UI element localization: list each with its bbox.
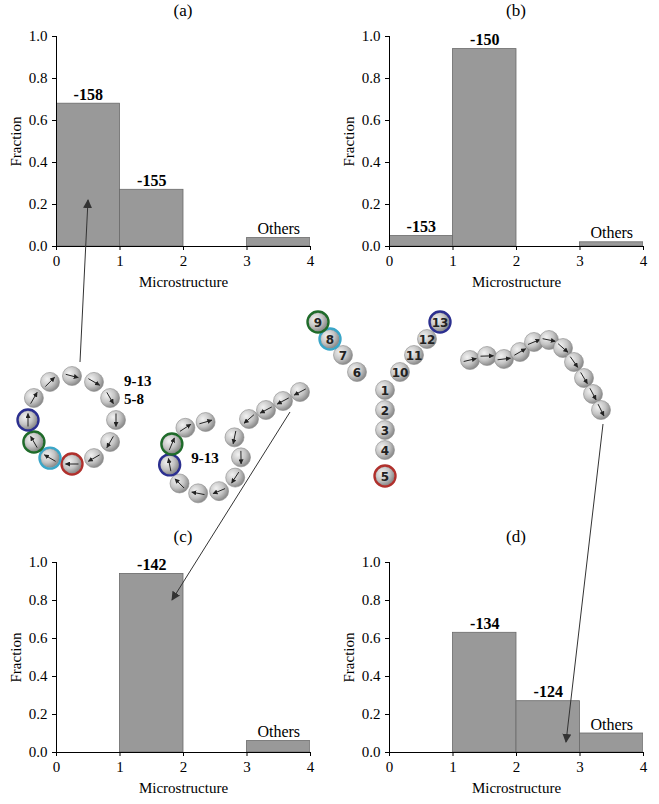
- svg-text:0.4: 0.4: [362, 668, 381, 684]
- svg-text:2: 2: [513, 759, 521, 775]
- svg-text:2: 2: [180, 759, 188, 775]
- svg-text:2: 2: [180, 253, 188, 269]
- svg-text:Others: Others: [257, 220, 300, 237]
- svg-text:Fraction: Fraction: [341, 116, 357, 166]
- svg-text:Microstructure: Microstructure: [472, 274, 561, 290]
- svg-text:1: 1: [381, 384, 389, 398]
- svg-text:0.6: 0.6: [362, 630, 381, 646]
- svg-text:0.0: 0.0: [362, 744, 381, 760]
- svg-text:0.6: 0.6: [362, 112, 381, 128]
- svg-text:1: 1: [116, 253, 124, 269]
- svg-text:4: 4: [640, 759, 648, 775]
- svg-text:0.4: 0.4: [362, 154, 381, 170]
- svg-text:0: 0: [53, 759, 61, 775]
- svg-text:0.4: 0.4: [29, 154, 48, 170]
- svg-text:7: 7: [339, 349, 347, 363]
- svg-text:8: 8: [326, 333, 334, 347]
- svg-text:0: 0: [53, 253, 61, 269]
- svg-text:2: 2: [513, 253, 521, 269]
- svg-text:-124: -124: [534, 683, 563, 700]
- svg-text:0.8: 0.8: [29, 70, 48, 86]
- html-text:(d): (d): [506, 527, 526, 546]
- svg-text:Fraction: Fraction: [341, 632, 357, 682]
- svg-text:Microstructure: Microstructure: [472, 780, 561, 796]
- svg-text:Microstructure: Microstructure: [139, 780, 228, 796]
- svg-text:1: 1: [449, 759, 457, 775]
- svg-text:0: 0: [386, 759, 394, 775]
- svg-text:1.0: 1.0: [362, 554, 381, 570]
- svg-text:0.8: 0.8: [29, 592, 48, 608]
- svg-text:3: 3: [243, 759, 251, 775]
- svg-text:1.0: 1.0: [29, 554, 48, 570]
- svg-text:12: 12: [419, 333, 436, 347]
- svg-text:-153: -153: [407, 218, 436, 235]
- svg-text:0.6: 0.6: [29, 112, 48, 128]
- svg-text:0.6: 0.6: [29, 630, 48, 646]
- svg-text:0: 0: [386, 253, 394, 269]
- svg-text:11: 11: [406, 349, 423, 363]
- svg-text:Microstructure: Microstructure: [139, 274, 228, 290]
- svg-text:-158: -158: [74, 86, 103, 103]
- svg-text:9-13: 9-13: [191, 450, 219, 466]
- svg-text:3: 3: [576, 759, 584, 775]
- svg-text:2: 2: [381, 404, 389, 418]
- svg-text:Fraction: Fraction: [8, 632, 24, 682]
- html-text:(a): (a): [173, 1, 193, 20]
- svg-text:-134: -134: [470, 615, 499, 632]
- svg-text:0.0: 0.0: [29, 238, 48, 254]
- svg-text:1.0: 1.0: [29, 28, 48, 44]
- svg-text:1.0: 1.0: [362, 28, 381, 44]
- svg-text:Others: Others: [257, 723, 300, 740]
- svg-text:10: 10: [392, 366, 409, 380]
- svg-text:0.8: 0.8: [362, 70, 381, 86]
- svg-text:4: 4: [307, 253, 315, 269]
- svg-text:0.2: 0.2: [362, 196, 381, 212]
- svg-text:Fraction: Fraction: [8, 116, 24, 166]
- svg-text:1: 1: [116, 759, 124, 775]
- svg-text:4: 4: [381, 444, 389, 458]
- svg-text:0.2: 0.2: [29, 196, 48, 212]
- svg-text:13: 13: [432, 316, 449, 330]
- svg-text:0.0: 0.0: [362, 238, 381, 254]
- svg-text:-142: -142: [137, 556, 166, 573]
- svg-text:4: 4: [307, 759, 315, 775]
- svg-text:3: 3: [576, 253, 584, 269]
- svg-text:-155: -155: [137, 172, 166, 189]
- svg-text:Others: Others: [590, 716, 633, 733]
- svg-text:9: 9: [314, 316, 322, 330]
- svg-text:0.2: 0.2: [362, 706, 381, 722]
- svg-text:5-8: 5-8: [124, 391, 144, 407]
- svg-text:9-13: 9-13: [124, 373, 152, 389]
- svg-text:0.4: 0.4: [29, 668, 48, 684]
- svg-text:5: 5: [381, 470, 389, 484]
- svg-text:0.0: 0.0: [29, 744, 48, 760]
- svg-text:3: 3: [381, 424, 389, 438]
- svg-text:0.8: 0.8: [362, 592, 381, 608]
- svg-text:3: 3: [243, 253, 251, 269]
- svg-text:4: 4: [640, 253, 648, 269]
- svg-text:Others: Others: [590, 224, 633, 241]
- html-text:(c): (c): [173, 527, 193, 546]
- svg-text:0.2: 0.2: [29, 706, 48, 722]
- svg-text:1: 1: [449, 253, 457, 269]
- html-text:(b): (b): [506, 1, 526, 20]
- svg-text:-150: -150: [470, 31, 499, 48]
- svg-text:6: 6: [353, 366, 361, 380]
